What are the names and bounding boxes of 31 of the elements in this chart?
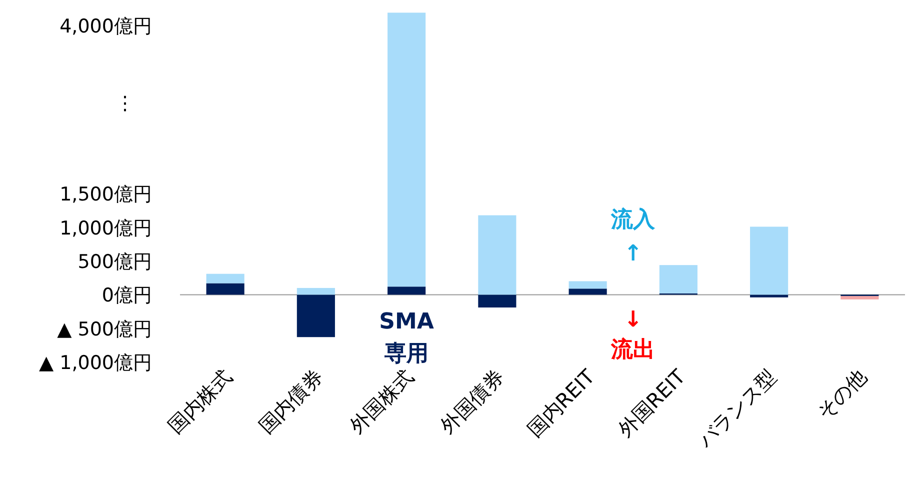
y-tick-label: 4,000億円 bbox=[60, 15, 152, 38]
y-tick-label: 1,500億円 bbox=[60, 184, 152, 206]
x-tick-label: その他 bbox=[812, 364, 872, 424]
y-tick-label: 500億円 bbox=[78, 251, 152, 274]
y-tick-label: 0億円 bbox=[102, 284, 152, 307]
annotation: 流入 ↑ bbox=[610, 206, 656, 267]
bar bbox=[750, 226, 788, 295]
x-tick-label: バランス型 bbox=[692, 364, 781, 453]
bar bbox=[296, 294, 335, 338]
bar bbox=[750, 294, 788, 298]
annotation: ↓ 流出 bbox=[610, 308, 656, 363]
x-tick-label: 外国債券 bbox=[435, 364, 509, 438]
bar bbox=[388, 12, 426, 287]
text: ⋮ bbox=[116, 92, 134, 115]
bar bbox=[840, 296, 879, 300]
x-tick-label: 国内債券 bbox=[254, 364, 328, 438]
x-tick-label: 国内株式 bbox=[163, 364, 237, 438]
bar bbox=[478, 215, 516, 295]
series-label: SMA専用 bbox=[379, 309, 434, 366]
bar bbox=[568, 288, 607, 295]
y-tick-label: ▲ 500億円 bbox=[57, 318, 152, 340]
y-tick-label: 1,000億円 bbox=[60, 217, 152, 240]
bar bbox=[568, 281, 607, 289]
bar bbox=[388, 286, 426, 295]
bar bbox=[206, 274, 244, 284]
bar bbox=[478, 294, 516, 308]
x-tick-label: 外国株式 bbox=[344, 364, 418, 438]
y-tick-label: ▲ 1,000億円 bbox=[38, 352, 152, 374]
bar bbox=[206, 283, 244, 295]
bar bbox=[296, 288, 335, 295]
bar bbox=[659, 265, 698, 294]
